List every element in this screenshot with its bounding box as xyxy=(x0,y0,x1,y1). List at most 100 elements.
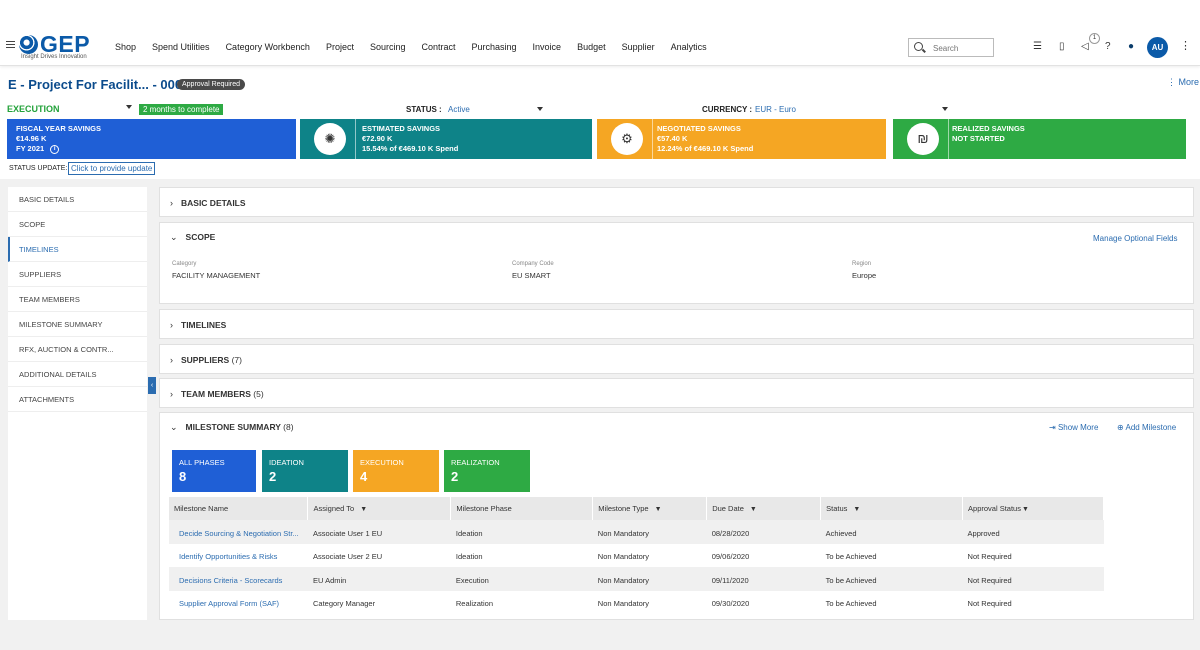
info-icon[interactable]: i xyxy=(50,144,60,154)
milestone-table: Milestone Name Assigned To ▼ Milestone Ph… xyxy=(169,497,1104,614)
nav-purchasing[interactable]: Purchasing xyxy=(471,42,517,52)
list-icon[interactable]: ☰ xyxy=(1033,41,1042,52)
chevron-right-icon: › xyxy=(170,389,173,399)
sidebar-item-team-members[interactable]: TEAM MEMBERS xyxy=(8,287,147,312)
phase-tile-all-phases[interactable]: ALL PHASES 8 xyxy=(172,450,256,492)
phase-tile-realization[interactable]: REALIZATION 2 xyxy=(444,450,530,492)
sidebar-item-suppliers[interactable]: SUPPLIERS xyxy=(8,262,147,287)
nav-contract[interactable]: Contract xyxy=(421,42,456,52)
status-dropdown[interactable]: Active xyxy=(448,105,470,114)
chevron-down-icon[interactable] xyxy=(537,107,543,111)
announcement-icon[interactable]: ◁ xyxy=(1081,41,1089,52)
phase-dropdown[interactable]: EXECUTION xyxy=(7,104,60,114)
milestone-name-link[interactable]: Decisions Criteria - Scorecards xyxy=(179,575,283,585)
nav-project[interactable]: Project xyxy=(325,42,354,52)
add-milestone-button[interactable]: ⊕ Add Milestone xyxy=(1117,423,1176,432)
section-header[interactable]: › TIMELINES xyxy=(170,320,226,330)
sidebar-item-milestone-summary[interactable]: MILESTONE SUMMARY xyxy=(8,312,147,337)
team-members-section[interactable]: › TEAM MEMBERS (5) xyxy=(159,378,1194,408)
status-update-link[interactable]: Click to provide update xyxy=(68,162,156,175)
more-button[interactable]: ⋮ More xyxy=(1167,77,1200,87)
section-header[interactable]: › SUPPLIERS (7) xyxy=(170,355,242,365)
sidebar-item-scope[interactable]: SCOPE xyxy=(8,212,147,237)
nav-category-workbench[interactable]: Category Workbench xyxy=(225,42,310,52)
nav-supplier[interactable]: Supplier xyxy=(621,42,655,52)
column-header-assigned-to[interactable]: Assigned To ▼ xyxy=(307,497,452,520)
bookmark-icon[interactable]: ▯ xyxy=(1059,41,1065,52)
main-nav: Shop Spend Utilities Category Workbench … xyxy=(115,42,723,52)
nav-analytics[interactable]: Analytics xyxy=(670,42,707,52)
currency-dropdown[interactable]: EUR - Euro xyxy=(755,105,796,114)
filter-icon[interactable]: ▼ xyxy=(360,506,368,513)
more-label: More xyxy=(1178,77,1200,87)
column-header-approval-status[interactable]: Approval Status▼ xyxy=(962,497,1104,520)
search-input[interactable] xyxy=(933,42,991,54)
phase-tile-execution[interactable]: EXECUTION 4 xyxy=(353,450,439,492)
section-title: SUPPLIERS xyxy=(181,355,230,365)
section-header[interactable]: › TEAM MEMBERS (5) xyxy=(170,389,264,399)
basic-details-section[interactable]: › BASIC DETAILS xyxy=(159,187,1194,217)
column-header-milestone-name[interactable]: Milestone Name xyxy=(169,497,309,520)
tile-divider xyxy=(652,119,653,159)
section-header[interactable]: ⌄ SCOPE xyxy=(170,232,215,243)
table-row: Decisions Criteria - Scorecards EU Admin… xyxy=(169,567,1104,591)
nav-invoice[interactable]: Invoice xyxy=(532,42,562,52)
chevron-down-icon[interactable] xyxy=(126,105,132,109)
timelines-section[interactable]: › TIMELINES xyxy=(159,309,1194,339)
table-cell: Not Required xyxy=(967,599,1012,609)
sidebar-item-attachments[interactable]: ATTACHMENTS xyxy=(8,387,147,412)
compass-icon[interactable]: ● xyxy=(1128,41,1135,52)
help-icon[interactable]: ? xyxy=(1105,41,1111,52)
column-header-status[interactable]: Status ▼ xyxy=(820,497,964,520)
suppliers-section[interactable]: › SUPPLIERS (7) xyxy=(159,344,1194,374)
section-header[interactable]: ⌄ MILESTONE SUMMARY (8) xyxy=(170,422,294,433)
currency-label: CURRENCY : xyxy=(702,105,753,114)
avatar[interactable]: AU xyxy=(1147,37,1168,58)
nav-sourcing[interactable]: Sourcing xyxy=(369,42,406,52)
manage-optional-fields-link[interactable]: Manage Optional Fields xyxy=(1093,234,1178,243)
negotiated-savings-tile[interactable]: ⚙ NEGOTIATED SAVINGS €57.40 K 12.24% of … xyxy=(597,119,886,159)
nav-shop[interactable]: Shop xyxy=(115,42,137,52)
status-cell: To be Achieved xyxy=(820,567,963,591)
search-icon[interactable] xyxy=(914,42,923,51)
filter-icon[interactable]: ▼ xyxy=(749,506,757,513)
scope-section: ⌄ SCOPE Manage Optional Fields Category F… xyxy=(159,222,1194,304)
sidebar-item-rfx-auction-contracts[interactable]: RFX, AUCTION & CONTR... xyxy=(8,337,147,362)
nav-spend-utilities[interactable]: Spend Utilities xyxy=(152,42,210,52)
milestone-name-link[interactable]: Supplier Approval Form (SAF) xyxy=(179,599,280,609)
milestone-name-link[interactable]: Decide Sourcing & Negotiation Str... xyxy=(179,528,299,538)
tile-divider xyxy=(355,119,356,159)
column-header-milestone-type[interactable]: Milestone Type ▼ xyxy=(592,497,708,520)
section-title: BASIC DETAILS xyxy=(181,198,246,208)
tile-title: REALIZED SAVINGS xyxy=(952,124,1025,133)
realized-savings-tile[interactable]: ₪ REALIZED SAVINGS NOT STARTED xyxy=(893,119,1186,159)
section-header[interactable]: › BASIC DETAILS xyxy=(170,198,246,208)
hamburger-menu-icon[interactable] xyxy=(6,41,15,50)
table-cell: EU Admin xyxy=(307,567,451,591)
collapse-sidebar-icon[interactable]: ‹ xyxy=(148,377,156,394)
phase-tile-ideation[interactable]: IDEATION 2 xyxy=(262,450,348,492)
column-header-milestone-phase[interactable]: Milestone Phase xyxy=(450,497,594,520)
nav-budget[interactable]: Budget xyxy=(577,42,606,52)
chevron-down-icon[interactable] xyxy=(942,107,948,111)
show-more-button[interactable]: ⇥ Show More xyxy=(1049,423,1098,432)
phase-tile-count: 2 xyxy=(269,469,277,484)
sidebar-item-basic-details[interactable]: BASIC DETAILS xyxy=(8,187,147,212)
fiscal-year-savings-tile[interactable]: FISCAL YEAR SAVINGS €14.96 K FY 2021 i xyxy=(7,119,296,159)
table-cell: 09/30/2020 xyxy=(711,599,750,609)
column-header-due-date[interactable]: Due Date ▼ xyxy=(706,497,822,520)
filter-icon[interactable]: ▼ xyxy=(1021,506,1029,513)
table-cell: Non Mandatory xyxy=(597,552,650,562)
sidebar-item-additional-details[interactable]: ADDITIONAL DETAILS xyxy=(8,362,147,387)
column-header-label: Milestone Phase xyxy=(456,504,512,513)
estimated-savings-tile[interactable]: ✺ ESTIMATED SAVINGS €72.90 K 15.54% of €… xyxy=(300,119,592,159)
phase-tile-label: REALIZATION xyxy=(451,458,500,467)
sidebar-item-timelines[interactable]: TIMELINES xyxy=(8,237,147,262)
table-cell: Ideation xyxy=(455,552,483,562)
chevron-right-icon: › xyxy=(170,198,173,208)
gep-logo[interactable]: GEP xyxy=(19,31,90,58)
milestone-name-link[interactable]: Identify Opportunities & Risks xyxy=(179,552,278,562)
filter-icon[interactable]: ▼ xyxy=(853,506,861,513)
filter-icon[interactable]: ▼ xyxy=(654,506,662,513)
more-options-icon[interactable]: ⋮ xyxy=(1180,40,1191,52)
